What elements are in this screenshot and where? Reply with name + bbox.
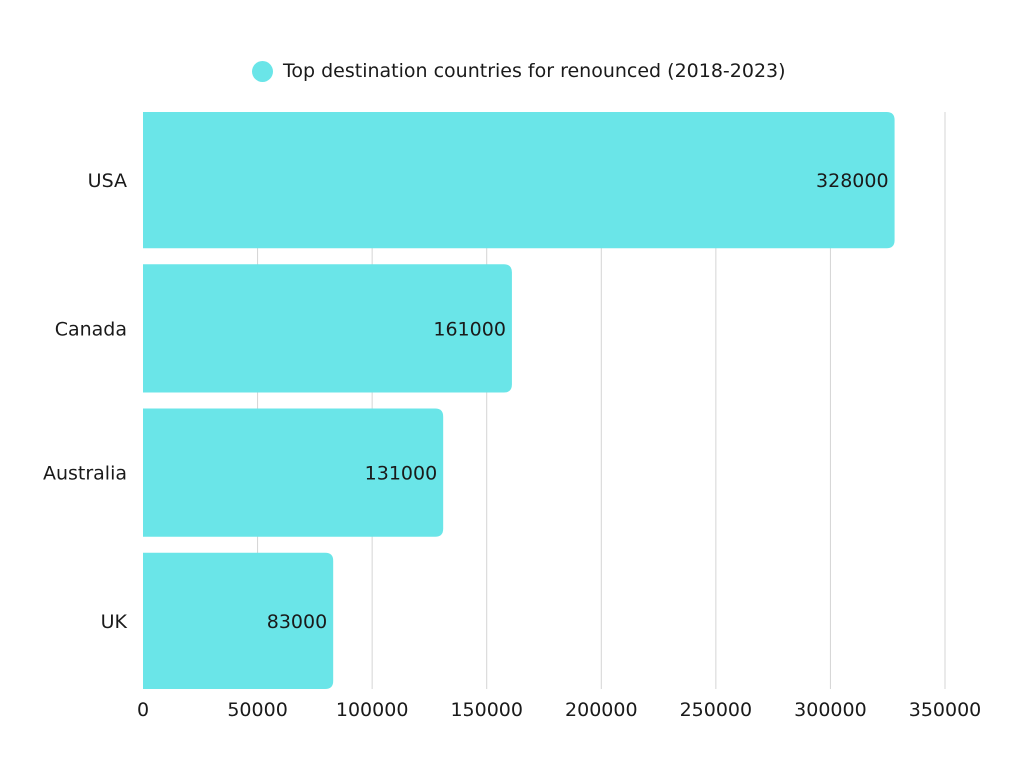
- x-tick-label: 250000: [680, 699, 753, 721]
- legend-swatch: [252, 60, 273, 82]
- bar-uk: [143, 552, 334, 689]
- data-label: 83000: [267, 611, 327, 633]
- x-tick-label: 300000: [794, 699, 867, 721]
- data-labels: 328000 161000 131000 83000: [267, 170, 889, 633]
- legend-label: Top destination countries for renounced …: [283, 60, 786, 82]
- category-label: Canada: [55, 318, 127, 340]
- x-tick-label: 200000: [565, 699, 638, 721]
- x-tick-label: 150000: [450, 699, 523, 721]
- category-label: USA: [88, 170, 127, 192]
- value-axis: 0 50000 100000 150000 200000 250000 300000 3500…: [137, 699, 981, 721]
- category-label: Australia: [43, 463, 127, 485]
- bar-usa: [143, 112, 895, 249]
- legend: Top destination countries for renounced …: [252, 60, 786, 82]
- data-label: 328000: [816, 170, 889, 192]
- bars: [143, 112, 895, 689]
- category-axis: USA Canada Australia UK: [43, 170, 128, 633]
- x-tick-label: 350000: [909, 699, 982, 721]
- data-label: 131000: [365, 463, 438, 485]
- bar-canada: [143, 264, 512, 393]
- bar-australia: [143, 408, 444, 537]
- x-tick-label: 0: [137, 699, 149, 721]
- x-tick-label: 100000: [336, 699, 409, 721]
- data-label: 161000: [433, 318, 506, 340]
- x-tick-label: 50000: [227, 699, 287, 721]
- category-label: UK: [101, 611, 128, 633]
